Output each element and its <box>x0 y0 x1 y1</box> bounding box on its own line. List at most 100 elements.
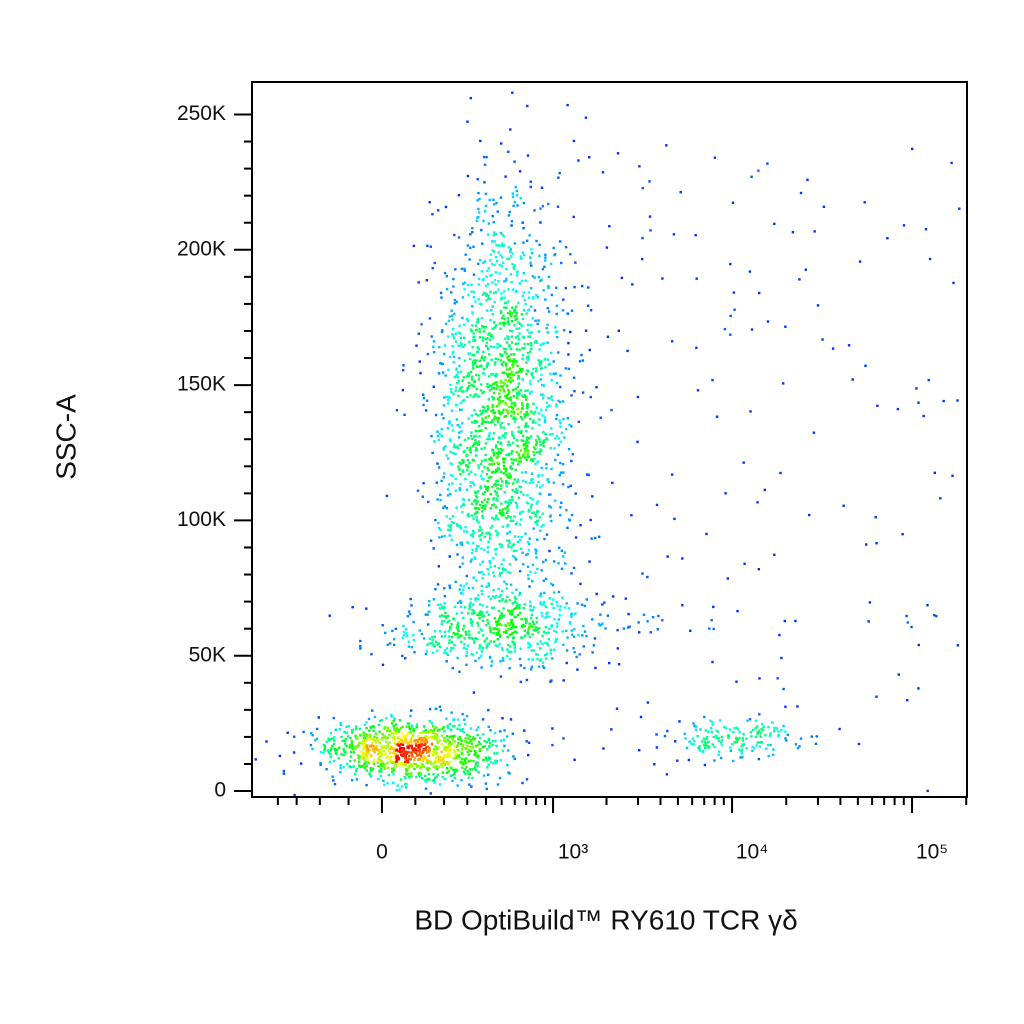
event-dot <box>466 514 469 517</box>
event-dot <box>562 417 565 421</box>
event-dot <box>454 633 457 636</box>
event-dot <box>473 531 476 534</box>
event-dot <box>332 739 336 742</box>
event-dot <box>522 201 526 205</box>
event-dot <box>462 585 466 588</box>
event-dot <box>411 733 415 737</box>
event-dot <box>764 747 768 751</box>
event-dot <box>519 255 522 258</box>
event-dot <box>437 642 440 645</box>
event-dot <box>741 739 745 742</box>
event-dot <box>521 551 524 554</box>
event-dot <box>520 257 523 260</box>
event-dot <box>392 773 395 776</box>
event-dot <box>544 253 547 256</box>
event-dot <box>541 267 545 271</box>
event-dot <box>468 768 472 771</box>
event-dot <box>518 332 521 335</box>
event-dot <box>484 192 488 196</box>
event-dot <box>525 436 529 439</box>
event-dot <box>569 253 572 256</box>
event-dot <box>431 725 435 728</box>
event-dot <box>475 449 479 452</box>
event-dot <box>572 566 576 570</box>
event-dot <box>521 317 525 321</box>
event-dot <box>515 549 518 552</box>
event-dot <box>492 497 496 500</box>
event-dot <box>535 441 539 444</box>
event-dot <box>731 743 734 746</box>
event-dot <box>528 585 531 588</box>
event-dot <box>376 761 379 764</box>
event-dot <box>557 443 561 447</box>
event-dot <box>456 445 459 448</box>
event-dot <box>477 283 480 286</box>
event-dot <box>423 755 426 758</box>
event-dot <box>502 347 506 351</box>
event-dot <box>327 737 330 740</box>
event-dot <box>454 340 458 343</box>
event-dot <box>517 496 520 499</box>
event-dot <box>508 599 512 602</box>
event-dot <box>492 503 496 506</box>
event-dot <box>469 560 472 563</box>
event-dot <box>531 620 535 623</box>
event-dot <box>599 416 602 419</box>
event-dot <box>451 666 454 670</box>
event-dot <box>543 342 546 345</box>
event-dot <box>525 312 528 315</box>
event-dot <box>391 770 394 773</box>
event-dot <box>343 730 346 734</box>
event-dot <box>560 261 563 265</box>
event-dot <box>595 386 598 389</box>
event-dot <box>529 616 533 620</box>
event-dot <box>493 574 496 578</box>
event-dot <box>554 499 557 502</box>
event-dot <box>457 236 461 239</box>
event-dot <box>494 644 498 647</box>
event-dot <box>362 734 365 737</box>
event-dot <box>561 483 565 486</box>
event-dot <box>699 728 702 731</box>
event-dot <box>467 741 470 744</box>
event-dot <box>442 404 446 407</box>
event-dot <box>482 261 485 265</box>
event-dot <box>532 622 535 626</box>
event-dot <box>502 738 505 742</box>
event-dot <box>436 740 439 743</box>
event-dot <box>386 782 389 785</box>
event-dot <box>767 754 770 758</box>
event-dot <box>530 613 534 617</box>
event-dot <box>339 766 342 770</box>
event-dot <box>771 721 774 724</box>
event-dot <box>529 256 532 259</box>
event-dot <box>578 653 581 656</box>
event-dot <box>477 191 480 195</box>
event-dot <box>611 481 614 485</box>
event-dot <box>446 755 449 758</box>
event-dot <box>713 759 716 762</box>
event-dot <box>481 371 485 375</box>
event-dot <box>555 625 559 628</box>
event-dot <box>636 440 639 444</box>
event-dot <box>620 276 624 280</box>
event-dot <box>480 666 483 669</box>
event-dot <box>476 613 479 616</box>
event-dot <box>293 793 296 797</box>
event-dot <box>526 631 530 634</box>
event-dot <box>535 549 538 553</box>
event-dot <box>341 739 344 742</box>
event-dot <box>394 764 397 767</box>
event-dot <box>549 447 552 450</box>
event-dot <box>522 227 525 230</box>
event-dot <box>794 743 798 746</box>
event-dot <box>785 739 788 742</box>
event-dot <box>479 462 483 466</box>
event-dot <box>757 169 760 172</box>
event-dot <box>565 661 568 665</box>
event-dot <box>518 338 521 341</box>
event-dot <box>423 737 426 740</box>
event-dot <box>398 788 401 791</box>
event-dot <box>516 342 520 345</box>
event-dot <box>750 175 753 178</box>
